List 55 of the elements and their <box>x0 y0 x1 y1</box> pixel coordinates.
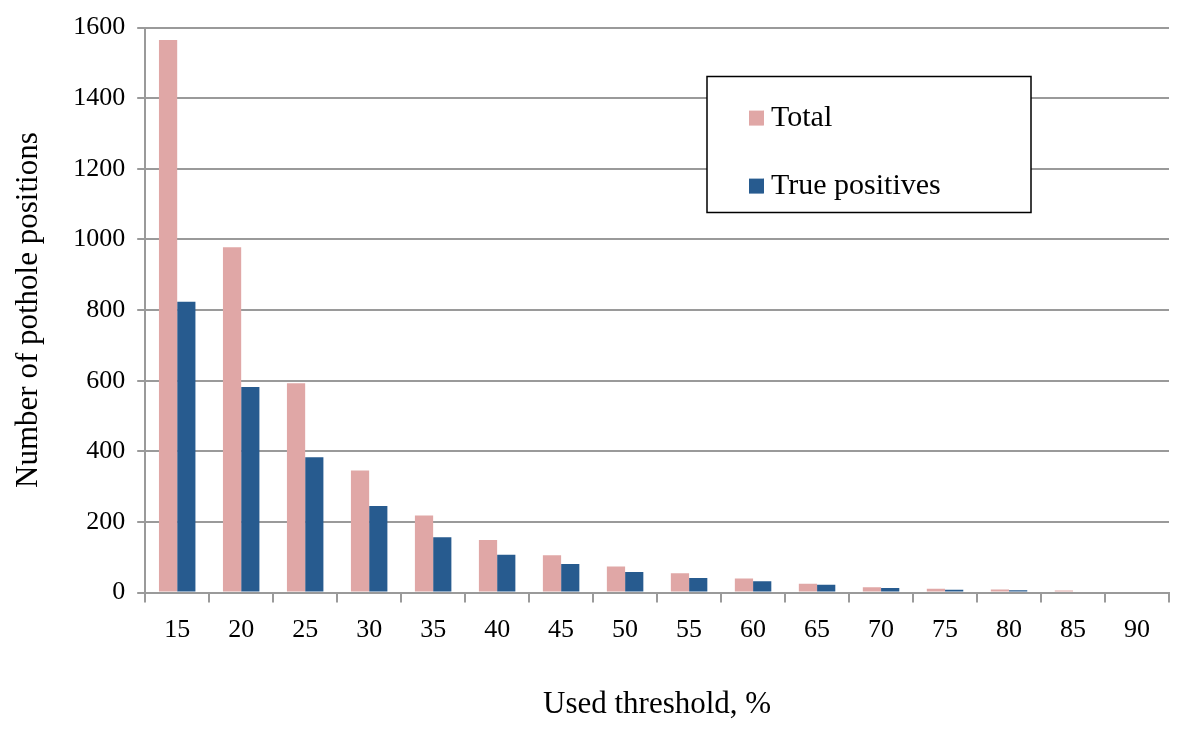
bar <box>497 554 516 592</box>
bar <box>734 578 754 592</box>
y-tick-label: 800 <box>86 293 126 323</box>
bar <box>286 383 306 592</box>
y-axis-title: Number of pothole positions <box>8 132 44 488</box>
y-tick-label: 1400 <box>73 82 126 112</box>
x-tick-label: 80 <box>996 614 1023 644</box>
bar <box>606 566 626 592</box>
x-tick-label: 15 <box>164 614 191 644</box>
y-tick-label: 1000 <box>73 223 126 253</box>
x-tick-label: 55 <box>676 614 703 644</box>
bar <box>369 506 388 592</box>
x-tick-label: 75 <box>932 614 959 644</box>
bar <box>478 539 498 592</box>
y-tick-label: 600 <box>86 364 126 394</box>
x-tick-label: 50 <box>612 614 639 644</box>
x-tick-label: 65 <box>804 614 831 644</box>
bar <box>542 555 562 592</box>
x-tick-label: 85 <box>1060 614 1087 644</box>
x-tick-label: 20 <box>228 614 255 644</box>
x-tick-label: 30 <box>356 614 383 644</box>
legend-label: True positives <box>771 167 941 201</box>
bar <box>350 470 370 592</box>
x-tick-label: 45 <box>548 614 575 644</box>
bar <box>414 515 434 592</box>
x-tick-label: 25 <box>292 614 319 644</box>
bar <box>158 39 178 592</box>
x-tick-label: 35 <box>420 614 447 644</box>
y-tick-label: 1600 <box>73 11 126 41</box>
bar <box>798 583 818 592</box>
bar <box>689 578 708 592</box>
bar <box>177 301 196 592</box>
y-tick-label: 200 <box>86 505 126 535</box>
bar <box>670 573 690 592</box>
x-tick-label: 90 <box>1124 614 1151 644</box>
legend-label: Total <box>771 99 833 133</box>
bar <box>862 587 882 592</box>
bar <box>881 588 900 592</box>
x-tick-label: 40 <box>484 614 511 644</box>
bar <box>753 581 772 592</box>
bar <box>433 537 452 592</box>
x-tick-label: 60 <box>740 614 767 644</box>
bar <box>222 247 242 592</box>
bar <box>817 584 836 592</box>
x-axis-title: Used threshold, % <box>543 684 772 720</box>
y-tick-label: 1200 <box>73 152 126 182</box>
y-tick-label: 400 <box>86 435 126 465</box>
bar <box>990 589 1010 592</box>
bar <box>305 457 324 592</box>
bar <box>625 572 644 592</box>
bar <box>241 387 260 592</box>
bar <box>561 564 580 592</box>
x-tick-label: 70 <box>868 614 895 644</box>
y-tick-label: 0 <box>112 576 126 606</box>
bar <box>926 588 946 592</box>
